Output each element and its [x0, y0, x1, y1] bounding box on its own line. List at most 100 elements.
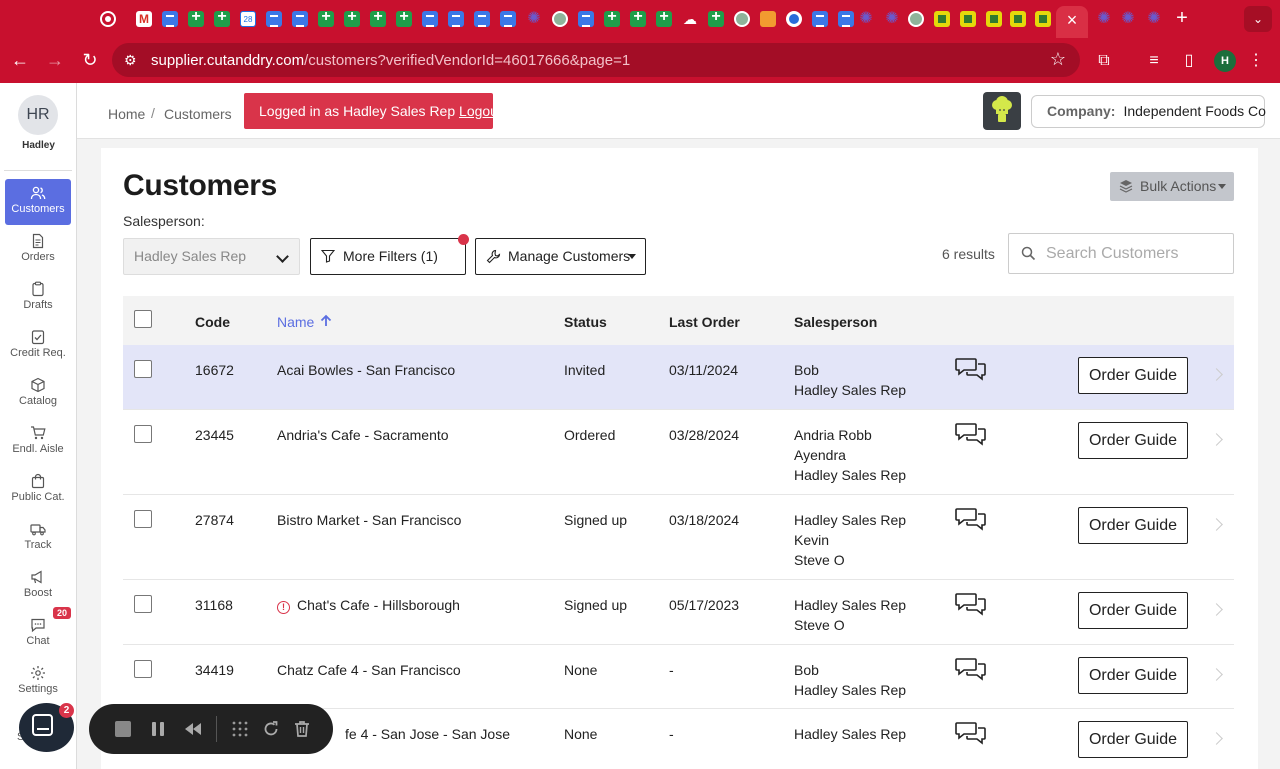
order-guide-button[interactable]: Order Guide	[1078, 357, 1188, 394]
bookmark-star-icon[interactable]: ☆	[1049, 49, 1066, 69]
sidebar-item-endless-aisle[interactable]: Endl. Aisle	[5, 419, 71, 465]
conversation-icon[interactable]	[955, 592, 987, 618]
order-guide-button[interactable]: Order Guide	[1078, 657, 1188, 694]
app-tab-icon[interactable]	[760, 11, 776, 27]
conversation-icon[interactable]	[955, 657, 987, 683]
app-tab-icon[interactable]	[986, 11, 1002, 27]
column-header-status[interactable]: Status	[564, 314, 607, 330]
table-row[interactable]: fe 4 - San Jose - San Jose None - Hadley…	[123, 709, 1234, 769]
customer-name[interactable]: Andria's Cafe - Sacramento	[277, 427, 449, 443]
site-settings-icon[interactable]: ⚙	[124, 52, 137, 68]
close-tab-icon[interactable]: ×	[1056, 6, 1088, 38]
company-selector[interactable]: Company: Independent Foods Co	[1031, 95, 1266, 128]
side-panel-icon[interactable]: ▯	[1184, 52, 1194, 69]
gmail-tab-icon[interactable]: M	[136, 11, 152, 27]
sheets-tab-icon[interactable]	[656, 8, 672, 27]
sheets-tab-icon[interactable]	[604, 8, 620, 27]
search-field[interactable]	[1008, 233, 1234, 274]
conversation-icon[interactable]	[955, 357, 987, 383]
cloud-tab-icon[interactable]: ☁	[683, 11, 697, 27]
pause-icon[interactable]	[148, 719, 168, 739]
restart-icon[interactable]	[261, 719, 281, 739]
company-logo[interactable]	[983, 92, 1021, 130]
select-all-checkbox[interactable]	[134, 310, 152, 328]
docs-tab-icon[interactable]	[292, 11, 308, 27]
media-controls-icon[interactable]: ≡	[1149, 52, 1159, 69]
openai-tab-icon[interactable]	[734, 11, 750, 27]
manage-customers-button[interactable]: Manage Customers	[475, 238, 646, 275]
app-tab-icon[interactable]: ✺	[859, 10, 873, 27]
app-tab-icon[interactable]: ✺	[527, 10, 541, 27]
support-chat-launcher[interactable]: 2	[19, 703, 74, 752]
docs-tab-icon[interactable]	[838, 11, 854, 27]
chevron-right-icon[interactable]	[1210, 732, 1223, 745]
app-tab-icon[interactable]	[786, 11, 802, 27]
sidebar-item-track[interactable]: Track	[5, 515, 71, 561]
sheets-tab-icon[interactable]	[214, 8, 230, 27]
sheets-tab-icon[interactable]	[318, 8, 334, 27]
reload-icon[interactable]: ↻	[82, 50, 98, 70]
more-filters-button[interactable]: More Filters (1)	[310, 234, 469, 275]
docs-tab-icon[interactable]	[474, 11, 490, 27]
search-input[interactable]	[1046, 240, 1226, 268]
avatar[interactable]: HR	[18, 95, 58, 135]
table-row[interactable]: 31168 ! Chat's Cafe - Hillsborough Signed…	[123, 580, 1234, 645]
sidebar-item-credit-req[interactable]: Credit Req.	[5, 323, 71, 369]
sheets-tab-icon[interactable]	[708, 8, 724, 27]
docs-tab-icon[interactable]	[812, 11, 828, 27]
docs-tab-icon[interactable]	[266, 11, 282, 27]
sheets-tab-icon[interactable]	[630, 8, 646, 27]
table-row[interactable]: 27874 Bistro Market - San Francisco Sign…	[123, 495, 1234, 580]
sheets-tab-icon[interactable]	[188, 8, 204, 27]
row-checkbox[interactable]	[134, 510, 152, 528]
salesperson-select[interactable]: Hadley Sales Rep	[123, 238, 300, 275]
calendar-tab-icon[interactable]: 28	[240, 11, 256, 27]
order-guide-button[interactable]: Order Guide	[1078, 721, 1188, 758]
column-header-salesperson[interactable]: Salesperson	[794, 314, 878, 330]
customer-name[interactable]: fe 4 - San Jose - San Jose	[345, 726, 510, 742]
order-guide-button[interactable]: Order Guide	[1078, 422, 1188, 459]
chevron-right-icon[interactable]	[1210, 368, 1223, 381]
customer-name[interactable]: Acai Bowles - San Francisco	[277, 362, 456, 378]
address-bar[interactable]: ⚙ supplier.cutanddry.com/customers?verif…	[112, 43, 1080, 77]
sidebar-item-settings[interactable]: Settings	[5, 659, 71, 705]
profile-avatar[interactable]: H	[1214, 50, 1236, 72]
url-text[interactable]: supplier.cutanddry.com/customers?verifie…	[151, 52, 630, 69]
back-icon[interactable]: ←	[11, 50, 29, 70]
chevron-right-icon[interactable]	[1210, 518, 1223, 531]
order-guide-button[interactable]: Order Guide	[1078, 592, 1188, 629]
sheets-tab-icon[interactable]	[396, 8, 412, 27]
row-checkbox[interactable]	[134, 425, 152, 443]
app-tab-icon[interactable]	[960, 11, 976, 27]
docs-tab-icon[interactable]	[578, 11, 594, 27]
conversation-icon[interactable]	[955, 507, 987, 533]
row-checkbox[interactable]	[134, 360, 152, 378]
row-checkbox[interactable]	[134, 595, 152, 613]
docs-tab-icon[interactable]	[422, 11, 438, 27]
more-menu-icon[interactable]: ⋮	[1248, 52, 1264, 69]
openai-tab-icon[interactable]	[908, 11, 924, 27]
sidebar-item-catalog[interactable]: Catalog	[5, 371, 71, 417]
tab-search-icon[interactable]: ⌄	[1244, 6, 1272, 32]
sidebar-item-public-catalog[interactable]: Public Cat.	[5, 467, 71, 513]
app-tab-icon[interactable]	[1035, 11, 1051, 27]
app-tab-icon[interactable]	[1010, 11, 1026, 27]
table-row[interactable]: 23445 Andria's Cafe - Sacramento Ordered…	[123, 410, 1234, 495]
sidebar-item-orders[interactable]: Orders	[5, 227, 71, 273]
conversation-icon[interactable]	[955, 721, 987, 747]
table-row[interactable]: 34419 Chatz Cafe 4 - San Francisco None …	[123, 645, 1234, 709]
sheets-tab-icon[interactable]	[344, 8, 360, 27]
logout-link[interactable]: Logout	[459, 103, 502, 119]
sheets-tab-icon[interactable]	[370, 8, 386, 27]
docs-tab-icon[interactable]	[448, 11, 464, 27]
new-tab-icon[interactable]: +	[1176, 7, 1188, 29]
docs-tab-icon[interactable]	[162, 11, 178, 27]
app-tab-icon[interactable]: ✺	[1121, 10, 1135, 27]
recording-tab-icon[interactable]	[100, 11, 116, 27]
openai-tab-icon[interactable]	[552, 11, 568, 27]
docs-tab-icon[interactable]	[500, 11, 516, 27]
app-tab-icon[interactable]: ✺	[885, 10, 899, 27]
bulk-actions-button[interactable]: Bulk Actions	[1110, 172, 1234, 201]
conversation-icon[interactable]	[955, 422, 987, 448]
column-header-last-order[interactable]: Last Order	[669, 314, 740, 330]
